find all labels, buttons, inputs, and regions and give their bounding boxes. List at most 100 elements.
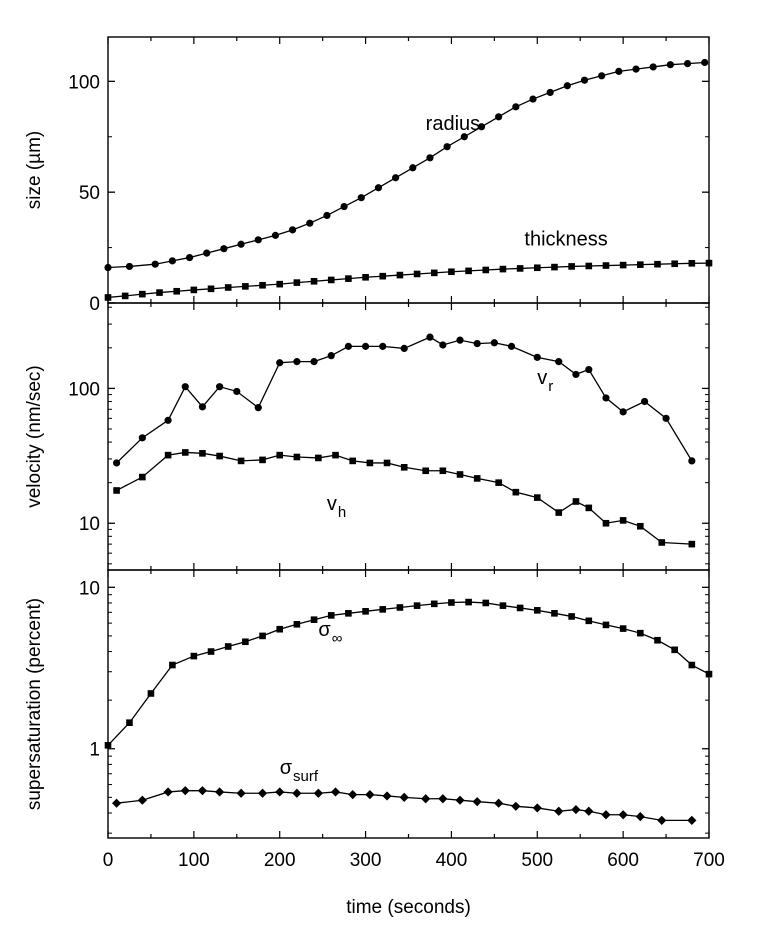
- data-point-thickness: [379, 272, 387, 280]
- data-point-radius: [288, 226, 297, 234]
- data-point-v_r: [198, 403, 207, 411]
- data-point-sigma_inf: [362, 608, 369, 615]
- data-point-sigma_inf: [345, 610, 352, 617]
- data-point-v_r: [254, 404, 262, 412]
- data-point-sigma_inf: [413, 602, 421, 609]
- data-point-sigma_surf: [180, 786, 190, 796]
- data-point-sigma_inf: [482, 599, 490, 607]
- data-point-thickness: [602, 262, 610, 269]
- xtick-label: 0: [103, 850, 114, 871]
- data-point-v_h: [422, 467, 429, 475]
- data-point-v_r: [181, 383, 189, 391]
- data-point-v_h: [181, 449, 189, 456]
- data-point-thickness: [345, 275, 352, 282]
- data-point-v_r: [379, 342, 387, 350]
- data-point-thickness: [276, 280, 284, 288]
- data-point-v_h: [293, 453, 301, 461]
- top-ytick-label: 50: [79, 183, 100, 204]
- data-point-sigma_surf: [348, 789, 358, 800]
- annotation-text: σ: [280, 757, 293, 779]
- data-point-sigma_inf: [619, 625, 627, 632]
- xtick-label: 300: [350, 850, 382, 871]
- data-point-sigma_inf: [379, 606, 387, 613]
- data-point-sigma_inf: [327, 612, 335, 619]
- data-point-thickness: [396, 271, 404, 279]
- data-point-radius: [125, 262, 134, 271]
- data-point-v_h: [555, 509, 563, 516]
- data-point-v_r: [641, 397, 649, 406]
- data-point-v_r: [112, 459, 121, 467]
- data-point-v_h: [276, 451, 284, 459]
- data-point-radius: [701, 58, 709, 67]
- data-point-sigma_inf: [430, 600, 438, 608]
- data-point-v_r: [619, 408, 627, 416]
- data-point-sigma_surf: [494, 798, 504, 808]
- data-point-sigma_inf: [207, 648, 215, 655]
- data-point-thickness: [619, 261, 627, 269]
- data-point-thickness: [499, 265, 507, 273]
- data-point-sigma_surf: [687, 815, 697, 825]
- data-point-radius: [306, 219, 314, 227]
- data-point-v_h: [572, 498, 580, 505]
- data-point-thickness: [224, 284, 232, 291]
- data-point-v_h: [164, 451, 172, 459]
- annotation-top: thickness: [524, 228, 607, 250]
- data-point-thickness: [327, 276, 335, 284]
- data-point-thickness: [362, 273, 369, 281]
- bottom-ylabel: supersaturation (percent): [24, 598, 45, 810]
- data-point-thickness: [671, 260, 678, 268]
- data-point-v_r: [310, 358, 318, 366]
- data-point-sigma_inf: [499, 602, 507, 609]
- data-point-radius: [409, 164, 417, 172]
- data-point-thickness: [465, 267, 472, 275]
- series-line-thickness: [107, 262, 710, 299]
- bottom-ytick-label: 10: [79, 578, 100, 599]
- data-point-v_h: [512, 488, 520, 496]
- data-point-radius: [563, 82, 571, 90]
- data-point-v_h: [533, 494, 541, 501]
- data-point-v_r: [585, 365, 593, 374]
- data-point-sigma_inf: [568, 613, 575, 620]
- data-point-radius: [374, 184, 383, 192]
- xlabel: time (seconds): [346, 897, 471, 918]
- data-point-v_r: [456, 336, 464, 344]
- data-point-radius: [512, 103, 520, 111]
- data-point-radius: [632, 65, 640, 73]
- data-point-v_r: [233, 387, 241, 396]
- data-point-v_h: [585, 504, 593, 512]
- data-point-thickness: [242, 283, 249, 290]
- data-point-sigma_surf: [657, 815, 667, 825]
- data-point-radius: [477, 123, 486, 131]
- data-point-v_r: [688, 457, 696, 465]
- data-point-thickness: [551, 263, 558, 271]
- data-point-v_r: [490, 339, 498, 347]
- data-point-sigma_inf: [126, 719, 133, 726]
- data-point-v_h: [495, 479, 502, 486]
- data-point-radius: [203, 249, 211, 257]
- xtick-label: 400: [436, 850, 468, 871]
- data-point-thickness: [448, 268, 455, 276]
- data-point-thickness: [413, 270, 421, 278]
- data-point-thickness: [104, 294, 112, 301]
- data-point-v_r: [276, 359, 284, 367]
- data-point-radius: [598, 72, 606, 80]
- data-point-sigma_surf: [635, 811, 645, 822]
- data-point-sigma_inf: [705, 670, 713, 678]
- data-point-sigma_surf: [257, 788, 268, 798]
- data-point-v_h: [216, 452, 223, 460]
- xtick-label: 100: [178, 850, 210, 871]
- data-point-v_h: [439, 467, 447, 475]
- series-line-sigma_inf: [107, 601, 710, 746]
- data-point-sigma_surf: [472, 797, 482, 807]
- data-point-radius: [683, 60, 692, 68]
- annotation-text: thickness: [524, 228, 607, 250]
- data-point-v_r: [164, 416, 172, 424]
- data-point-sigma_inf: [602, 621, 610, 629]
- data-point-sigma_surf: [292, 788, 302, 798]
- data-point-sigma_surf: [137, 795, 147, 805]
- middle-ytick-label: 10: [79, 514, 100, 535]
- data-point-radius: [357, 194, 365, 202]
- data-point-sigma_inf: [688, 661, 696, 669]
- data-point-v_r: [361, 342, 370, 350]
- data-point-thickness: [705, 259, 713, 267]
